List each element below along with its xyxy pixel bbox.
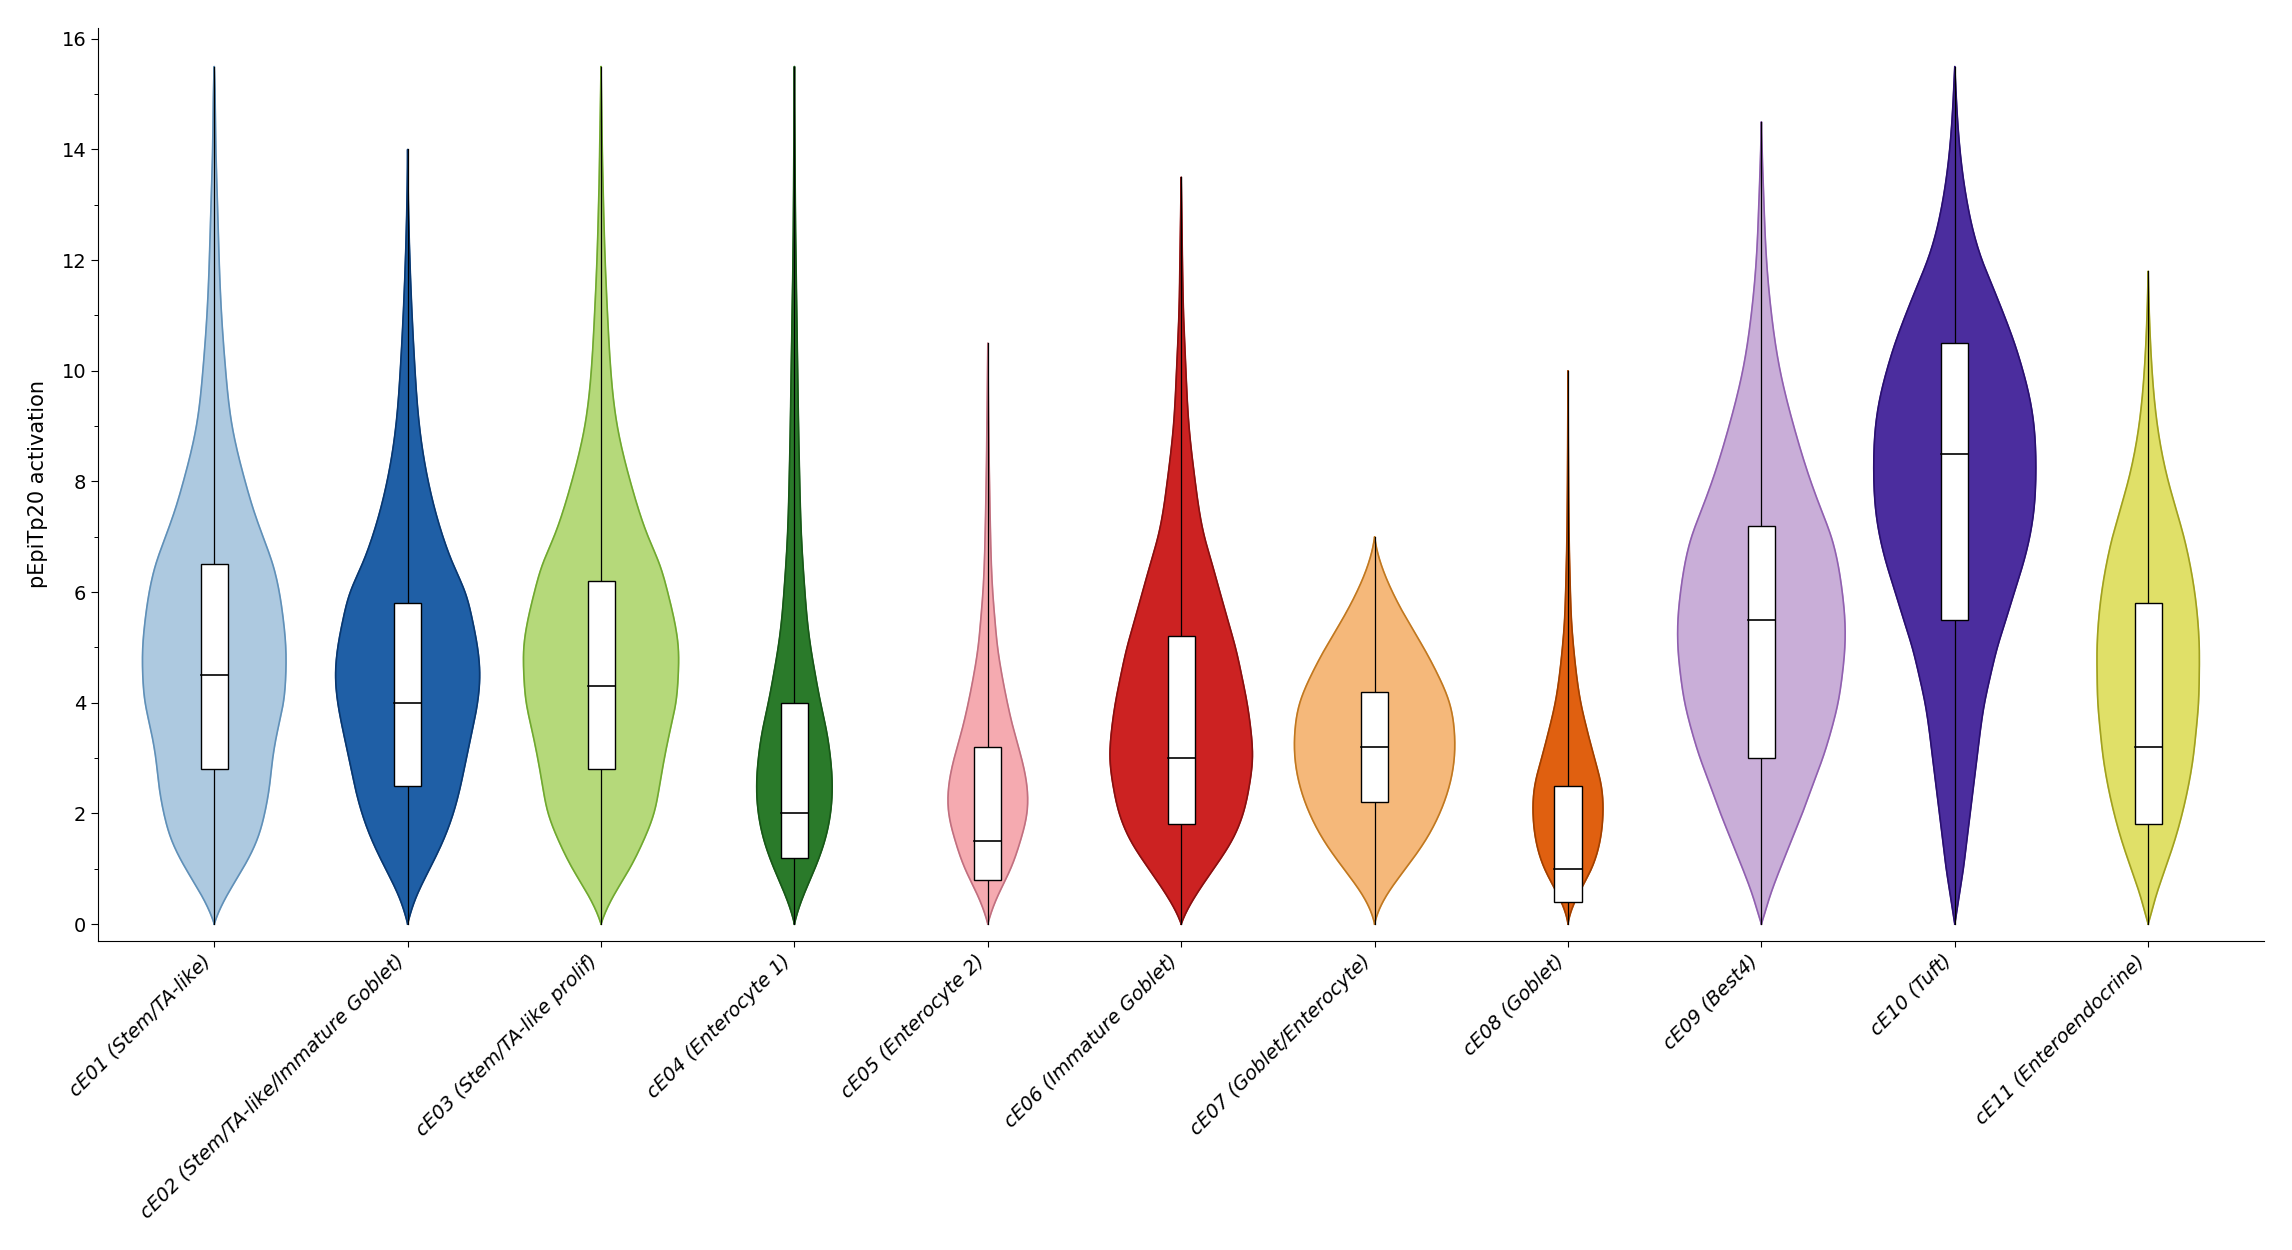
FancyBboxPatch shape bbox=[1167, 636, 1194, 825]
Polygon shape bbox=[756, 66, 832, 924]
FancyBboxPatch shape bbox=[1361, 691, 1389, 803]
FancyBboxPatch shape bbox=[1554, 786, 1581, 902]
FancyBboxPatch shape bbox=[202, 565, 227, 769]
FancyBboxPatch shape bbox=[2134, 604, 2161, 825]
FancyBboxPatch shape bbox=[394, 604, 422, 786]
FancyBboxPatch shape bbox=[1941, 344, 1969, 620]
FancyBboxPatch shape bbox=[974, 748, 1002, 880]
Polygon shape bbox=[142, 66, 286, 924]
Polygon shape bbox=[1678, 121, 1845, 924]
Polygon shape bbox=[1875, 66, 2035, 924]
Polygon shape bbox=[1533, 371, 1602, 924]
Polygon shape bbox=[2097, 271, 2200, 924]
Y-axis label: pEpiTp20 activation: pEpiTp20 activation bbox=[28, 380, 48, 589]
FancyBboxPatch shape bbox=[1749, 526, 1774, 758]
FancyBboxPatch shape bbox=[587, 581, 614, 769]
Polygon shape bbox=[1295, 536, 1455, 924]
FancyBboxPatch shape bbox=[782, 703, 809, 858]
Polygon shape bbox=[949, 344, 1027, 924]
Polygon shape bbox=[335, 150, 479, 924]
Polygon shape bbox=[523, 66, 678, 924]
Polygon shape bbox=[1109, 177, 1251, 924]
